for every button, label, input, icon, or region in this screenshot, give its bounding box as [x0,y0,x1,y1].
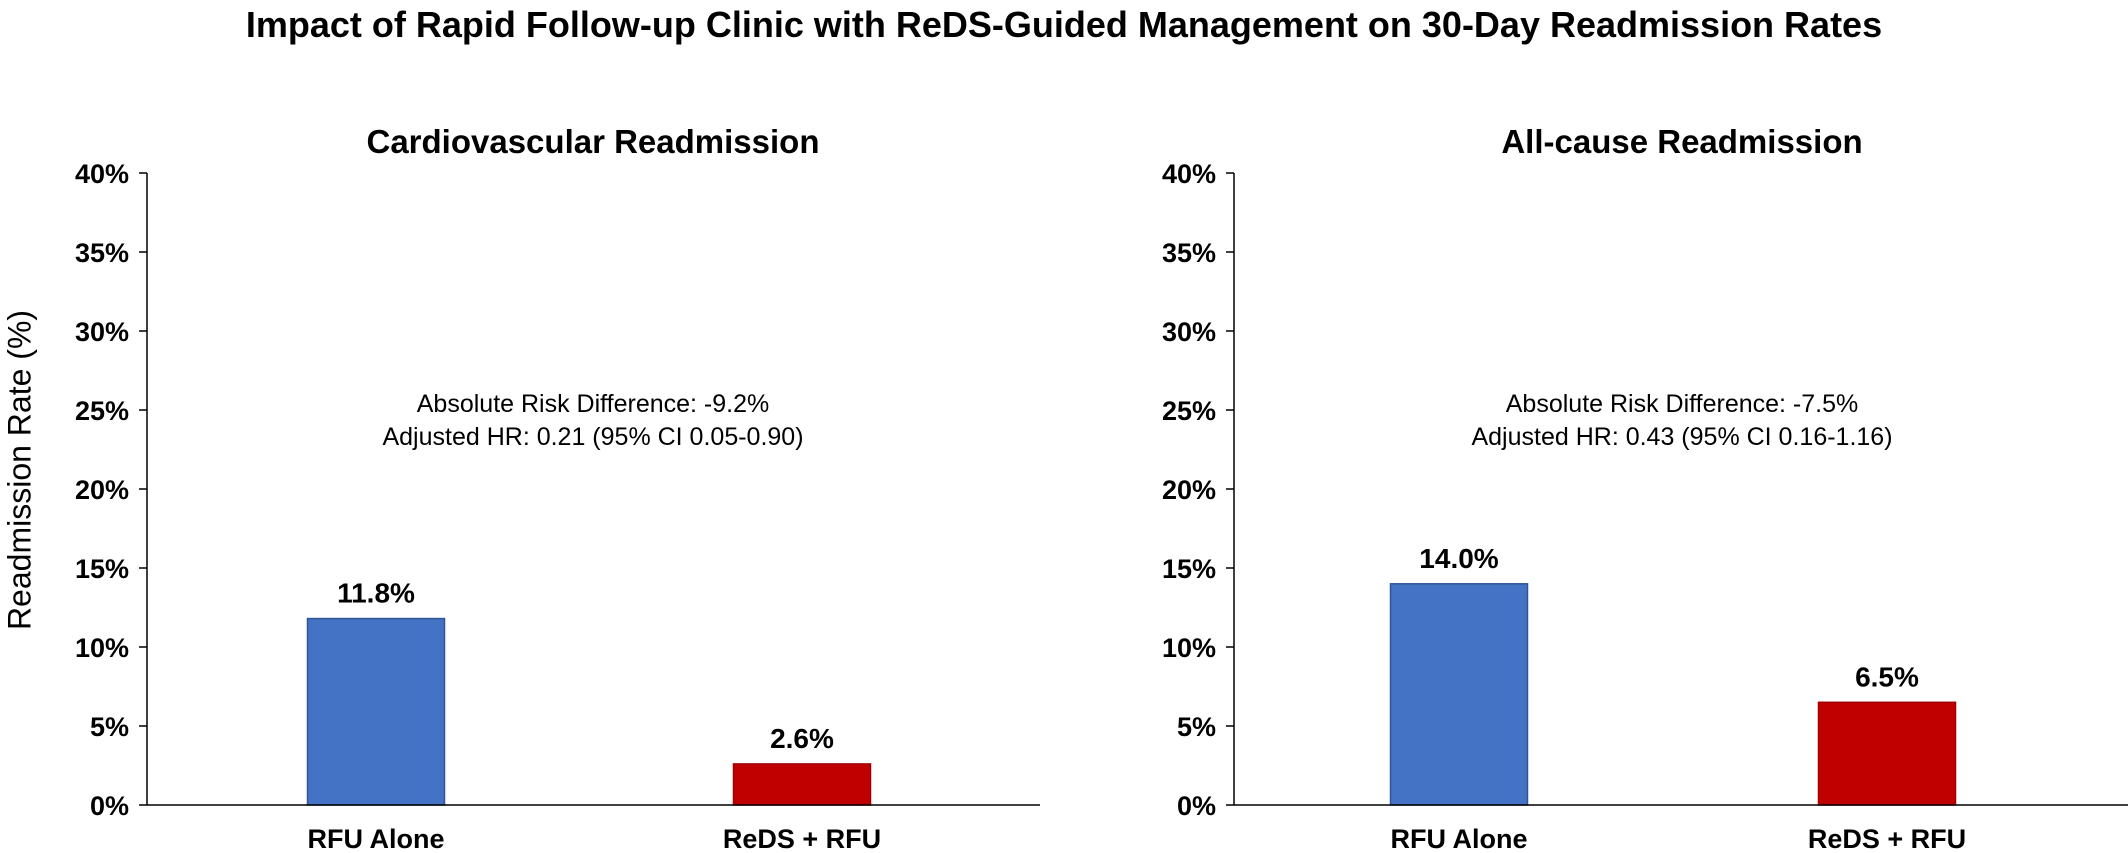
x-tick-label: ReDS + RFU [1808,824,1966,853]
bar [1817,701,1957,806]
x-tick-label: RFU Alone [1391,824,1528,853]
y-tick-label: 35% [75,238,129,268]
bar [1389,583,1529,806]
y-tick-label: 10% [75,633,129,663]
y-tick-label: 20% [1162,475,1216,505]
y-tick-label: 30% [1162,317,1216,347]
y-tick-label: 30% [75,317,129,347]
annotation-text: Adjusted HR: 0.43 (95% CI 0.16-1.16) [1471,423,1892,451]
y-tick-label: 0% [1177,791,1216,821]
y-tick-label: 35% [1162,238,1216,268]
y-tick-label: 5% [90,712,129,742]
bar-value-label: 6.5% [1855,661,1919,692]
bar [306,617,446,806]
y-tick-label: 0% [90,791,129,821]
y-tick-label: 10% [1162,633,1216,663]
annotation-text: Absolute Risk Difference: -7.5% [1506,390,1858,418]
y-tick-label: 5% [1177,712,1216,742]
bar-value-label: 11.8% [337,578,415,609]
bar-value-label: 2.6% [770,723,834,754]
y-tick-label: 15% [75,554,129,584]
bar-value-label: 14.0% [1419,543,1498,574]
panel-title: All-cause Readmission [1501,123,1862,160]
y-tick-label: 15% [1162,554,1216,584]
x-tick-label: ReDS + RFU [723,824,881,853]
y-tick-label: 25% [1162,396,1216,426]
y-tick-label: 25% [75,396,129,426]
panel-title: Cardiovascular Readmission [366,123,819,160]
bar [732,763,872,806]
annotation-text: Absolute Risk Difference: -9.2% [417,390,769,418]
x-tick-label: RFU Alone [308,824,445,853]
annotation-text: Adjusted HR: 0.21 (95% CI 0.05-0.90) [382,423,803,451]
figure-title: Impact of Rapid Follow-up Clinic with Re… [245,4,1883,45]
y-tick-label: 20% [75,475,129,505]
y-tick-label: 40% [75,159,129,189]
y-tick-label: 40% [1162,159,1216,189]
